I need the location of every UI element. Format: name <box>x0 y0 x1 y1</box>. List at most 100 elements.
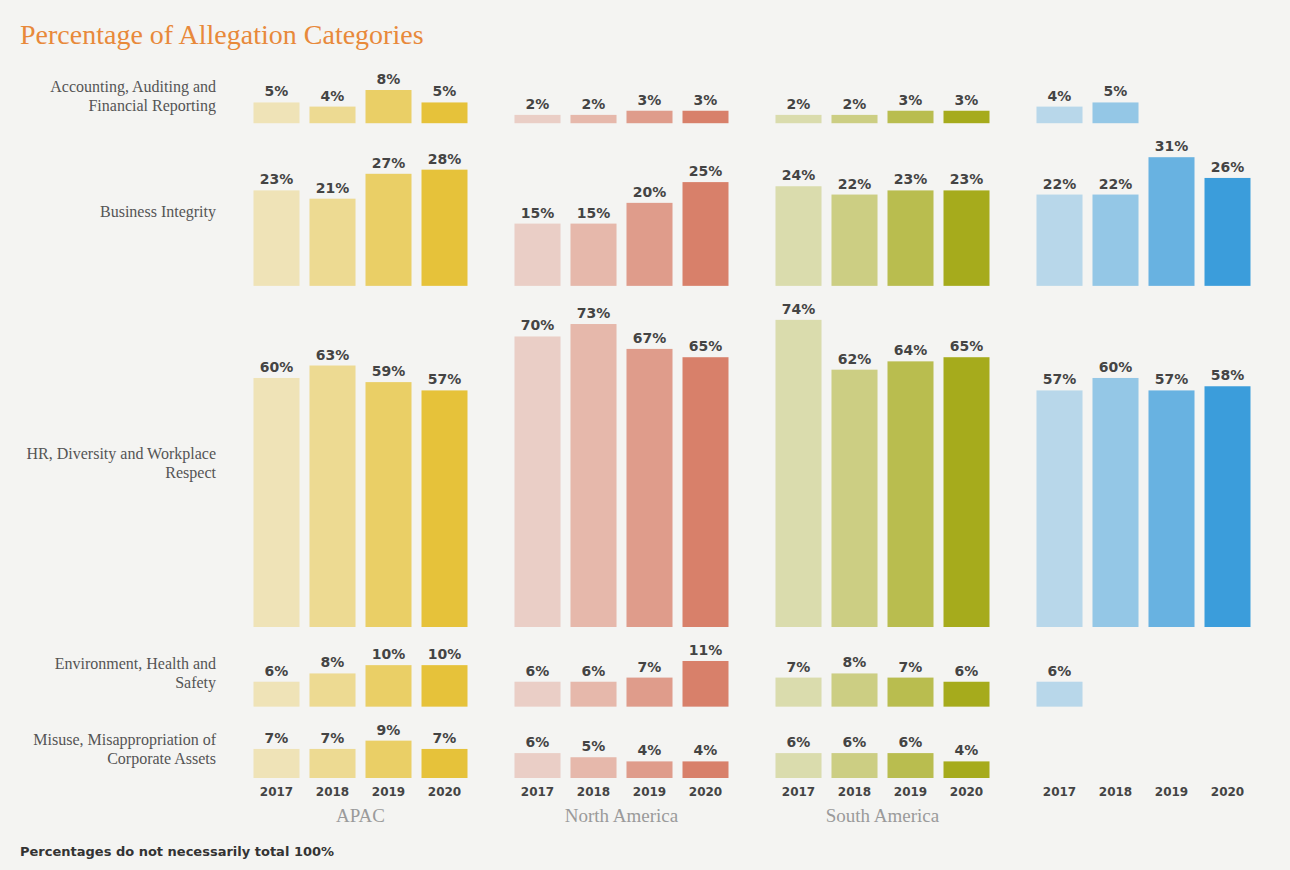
bar <box>888 361 934 627</box>
year-label: 2018 <box>838 785 871 799</box>
row-label: Business Integrity <box>100 203 216 221</box>
bar <box>1037 107 1083 124</box>
year-label: 2019 <box>1155 785 1188 799</box>
bar <box>1205 386 1251 627</box>
row-label-line: Safety <box>175 674 216 692</box>
data-label: 25% <box>689 163 723 179</box>
bar <box>776 186 822 286</box>
bar <box>422 665 468 707</box>
bar <box>571 757 617 778</box>
data-label: 60% <box>1099 359 1133 375</box>
data-label: 31% <box>1155 138 1189 154</box>
bar <box>1037 195 1083 286</box>
bar <box>832 195 878 286</box>
year-label: 2017 <box>260 785 293 799</box>
data-label: 8% <box>321 654 345 670</box>
data-label: 2% <box>787 96 811 112</box>
data-label: 67% <box>633 330 667 346</box>
row-label: Environment, Health andSafety <box>55 655 216 692</box>
data-label: 7% <box>899 659 923 675</box>
data-label: 4% <box>694 742 718 758</box>
labels: 5%4%8%5%23%21%27%28%60%63%59%57%6%8%10%1… <box>260 71 1245 826</box>
row-label-line: Financial Reporting <box>88 97 216 115</box>
data-label: 6% <box>265 663 289 679</box>
data-label: 22% <box>838 176 872 192</box>
data-label: 5% <box>433 83 457 99</box>
year-label: 2020 <box>950 785 983 799</box>
year-label: 2020 <box>428 785 461 799</box>
data-label: 7% <box>265 730 289 746</box>
panel-title: North America <box>565 805 679 826</box>
data-label: 26% <box>1211 159 1245 175</box>
year-label: 2018 <box>577 785 610 799</box>
data-label: 5% <box>582 738 606 754</box>
data-label: 3% <box>955 92 979 108</box>
bar <box>254 378 300 627</box>
data-label: 57% <box>428 371 462 387</box>
bar <box>254 190 300 285</box>
bar <box>888 678 934 707</box>
data-label: 6% <box>526 734 550 750</box>
data-label: 6% <box>843 734 867 750</box>
bar <box>515 224 561 286</box>
panel-title: APAC <box>336 805 385 826</box>
data-label: 2% <box>843 96 867 112</box>
bar <box>944 682 990 707</box>
bar <box>366 382 412 627</box>
bar <box>310 107 356 124</box>
bar <box>832 673 878 706</box>
data-label: 63% <box>316 347 350 363</box>
data-label: 73% <box>577 305 611 321</box>
data-label: 8% <box>377 71 401 87</box>
data-label: 23% <box>894 171 928 187</box>
bar <box>627 203 673 286</box>
data-label: 9% <box>377 722 401 738</box>
bar <box>888 190 934 285</box>
bar <box>515 115 561 123</box>
data-label: 11% <box>689 642 723 658</box>
year-label: 2019 <box>633 785 666 799</box>
data-label: 7% <box>787 659 811 675</box>
data-label: 23% <box>260 171 294 187</box>
bar <box>422 749 468 778</box>
bar <box>627 678 673 707</box>
data-label: 57% <box>1043 371 1077 387</box>
bar <box>1093 378 1139 627</box>
year-label: 2017 <box>782 785 815 799</box>
data-label: 21% <box>316 180 350 196</box>
data-label: 74% <box>782 301 816 317</box>
row-label: HR, Diversity and WorkplaceRespect <box>27 445 217 482</box>
bar <box>310 199 356 286</box>
data-label: 6% <box>526 663 550 679</box>
data-label: 3% <box>638 92 662 108</box>
data-label: 23% <box>950 171 984 187</box>
bar <box>571 115 617 123</box>
bar <box>627 761 673 778</box>
row-label-line: Corporate Assets <box>107 750 216 768</box>
bar <box>422 170 468 286</box>
bar <box>888 111 934 123</box>
row-label-line: Respect <box>165 464 216 482</box>
bar <box>571 682 617 707</box>
year-label: 2020 <box>1211 785 1244 799</box>
data-label: 22% <box>1099 176 1133 192</box>
year-label: 2017 <box>1043 785 1076 799</box>
data-label: 10% <box>372 646 406 662</box>
bar <box>515 682 561 707</box>
data-label: 65% <box>950 338 984 354</box>
data-label: 6% <box>955 663 979 679</box>
bar <box>310 366 356 627</box>
bar <box>254 749 300 778</box>
data-label: 3% <box>899 92 923 108</box>
data-label: 65% <box>689 338 723 354</box>
year-label: 2019 <box>372 785 405 799</box>
row-label: Accounting, Auditing andFinancial Report… <box>50 78 216 115</box>
title: Percentage of Allegation Categories <box>20 19 424 50</box>
bar <box>1149 157 1195 286</box>
bar <box>1093 102 1139 123</box>
bar <box>776 320 822 627</box>
bar <box>254 682 300 707</box>
data-label: 20% <box>633 184 667 200</box>
data-label: 60% <box>260 359 294 375</box>
data-label: 27% <box>372 155 406 171</box>
